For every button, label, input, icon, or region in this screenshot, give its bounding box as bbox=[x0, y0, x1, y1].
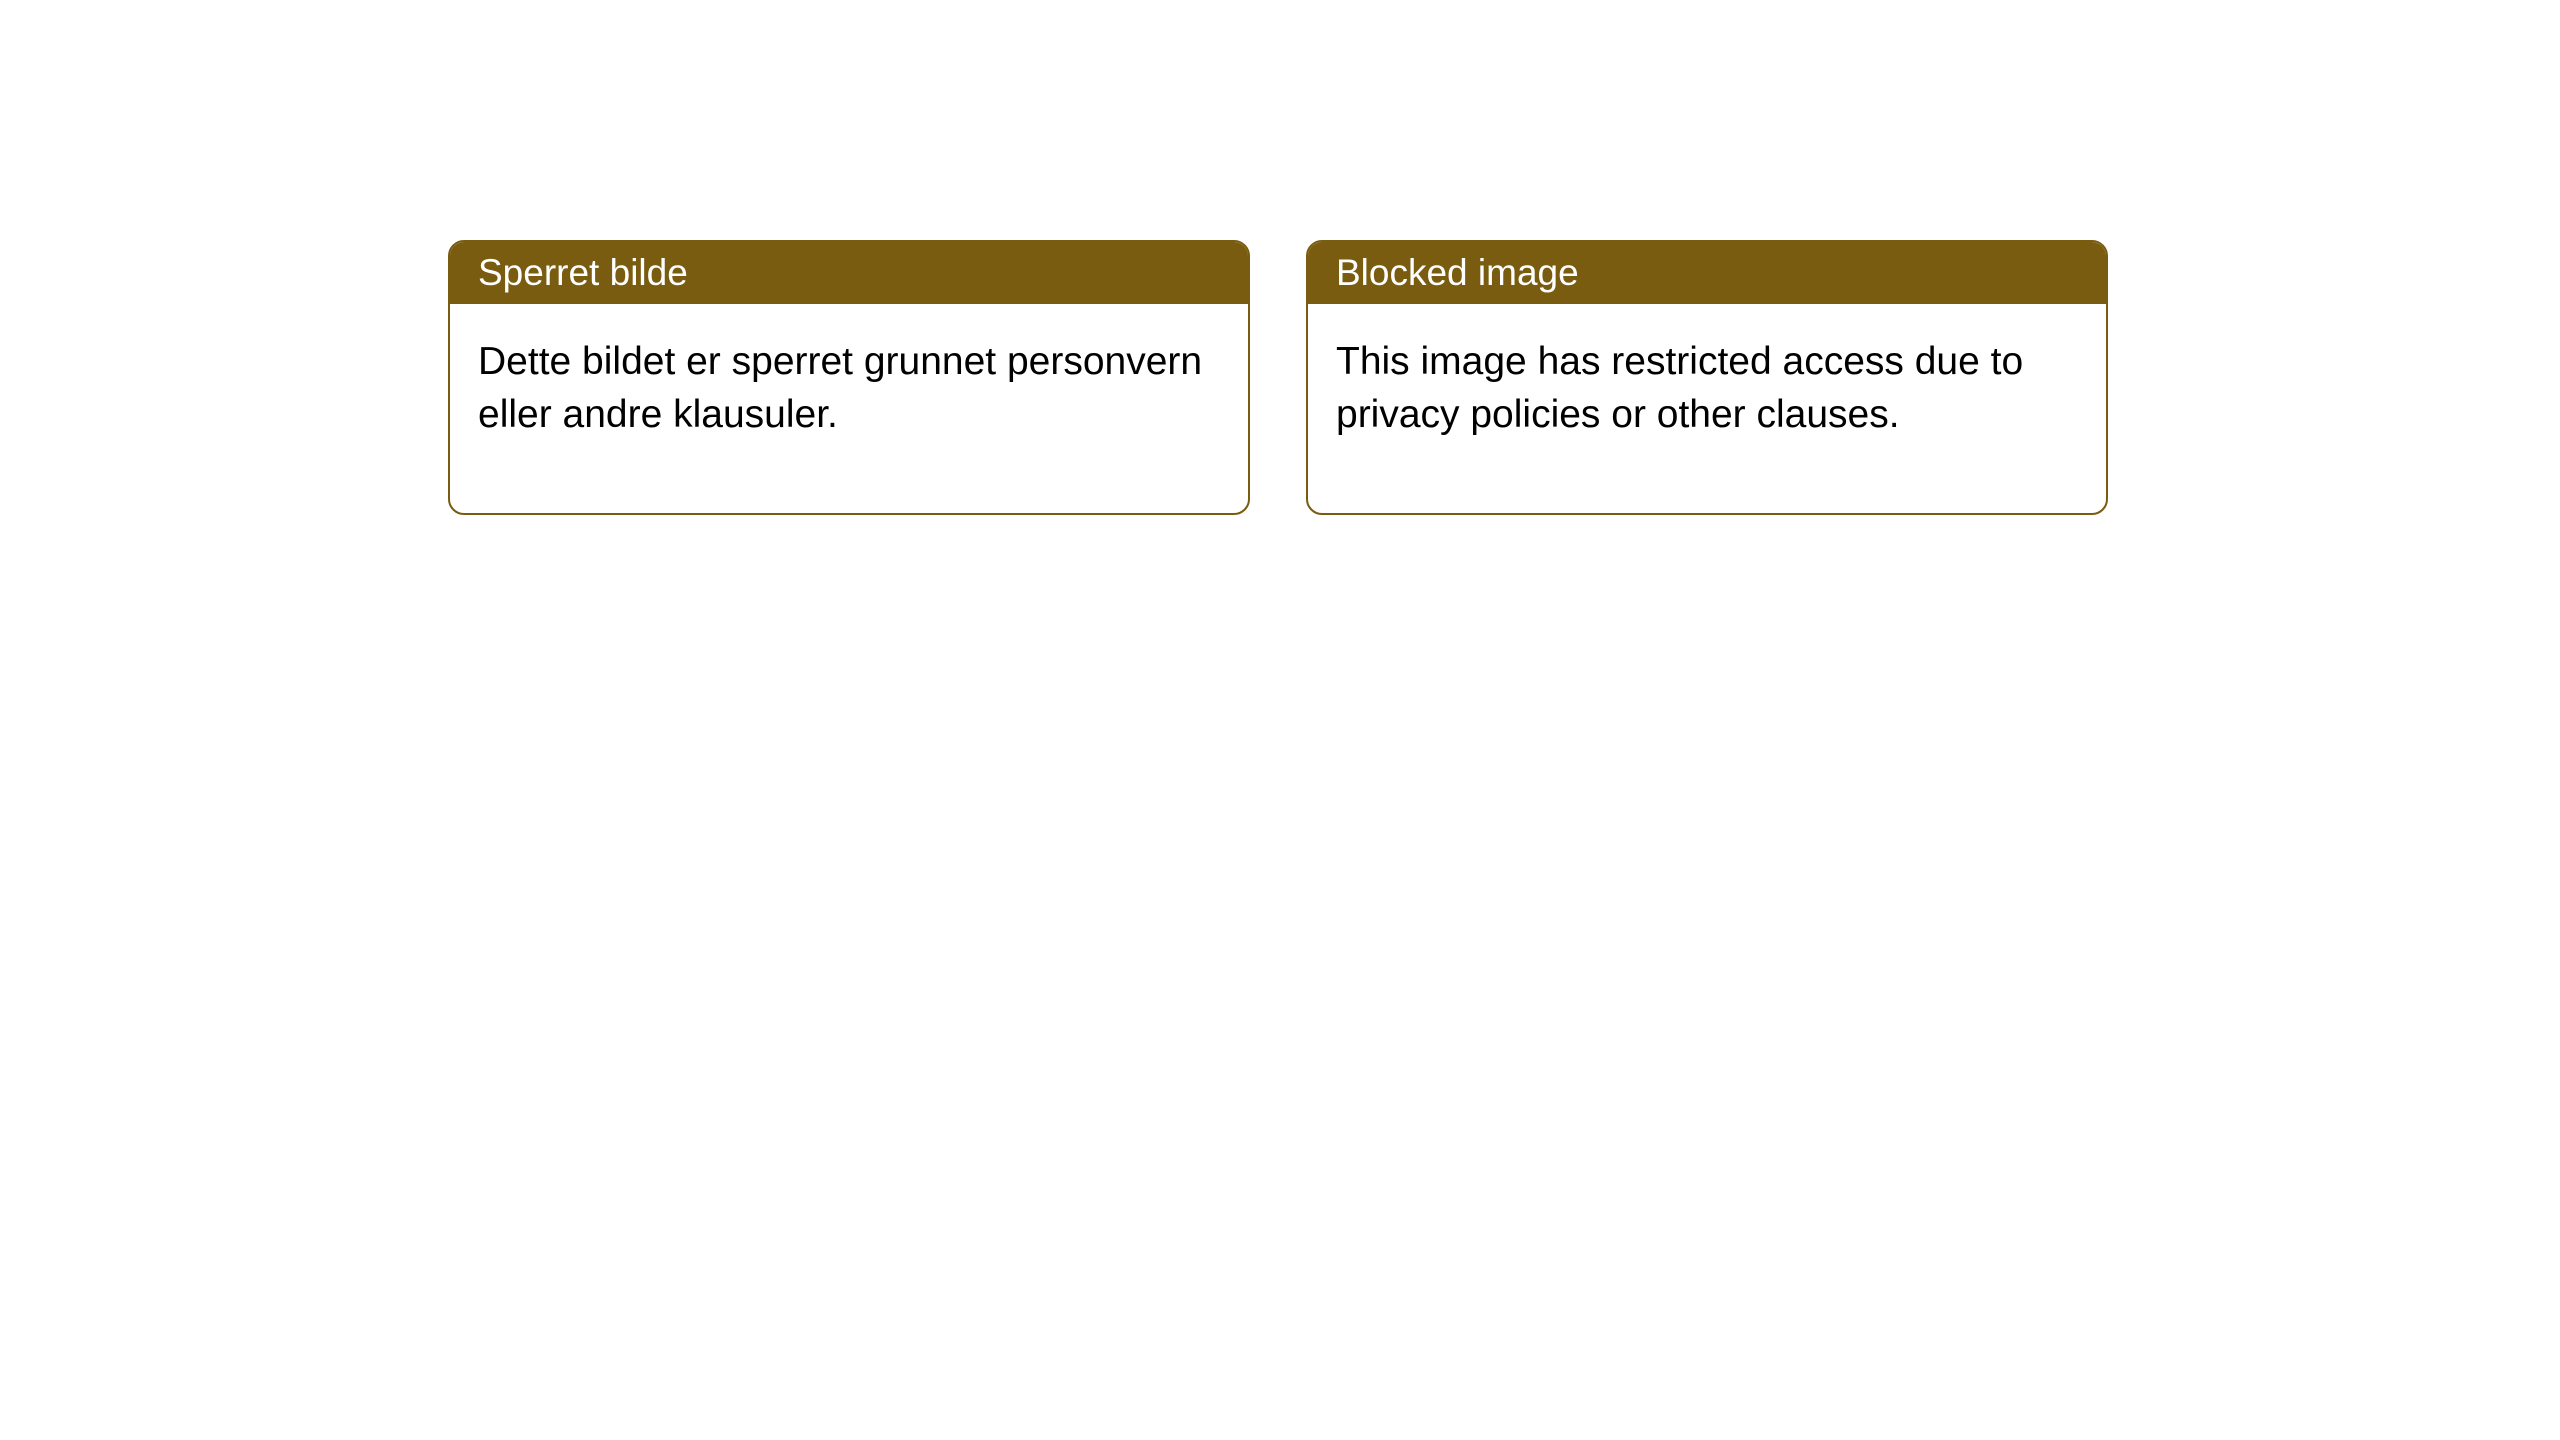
card-title: Sperret bilde bbox=[478, 252, 688, 293]
notice-container: Sperret bilde Dette bildet er sperret gr… bbox=[0, 0, 2560, 515]
card-body: Dette bildet er sperret grunnet personve… bbox=[450, 304, 1248, 513]
card-header: Sperret bilde bbox=[450, 242, 1248, 304]
card-title: Blocked image bbox=[1336, 252, 1579, 293]
card-header: Blocked image bbox=[1308, 242, 2106, 304]
card-body-text: Dette bildet er sperret grunnet personve… bbox=[478, 340, 1202, 436]
blocked-image-card-en: Blocked image This image has restricted … bbox=[1306, 240, 2108, 515]
card-body: This image has restricted access due to … bbox=[1308, 304, 2106, 513]
blocked-image-card-no: Sperret bilde Dette bildet er sperret gr… bbox=[448, 240, 1250, 515]
card-body-text: This image has restricted access due to … bbox=[1336, 340, 2023, 436]
